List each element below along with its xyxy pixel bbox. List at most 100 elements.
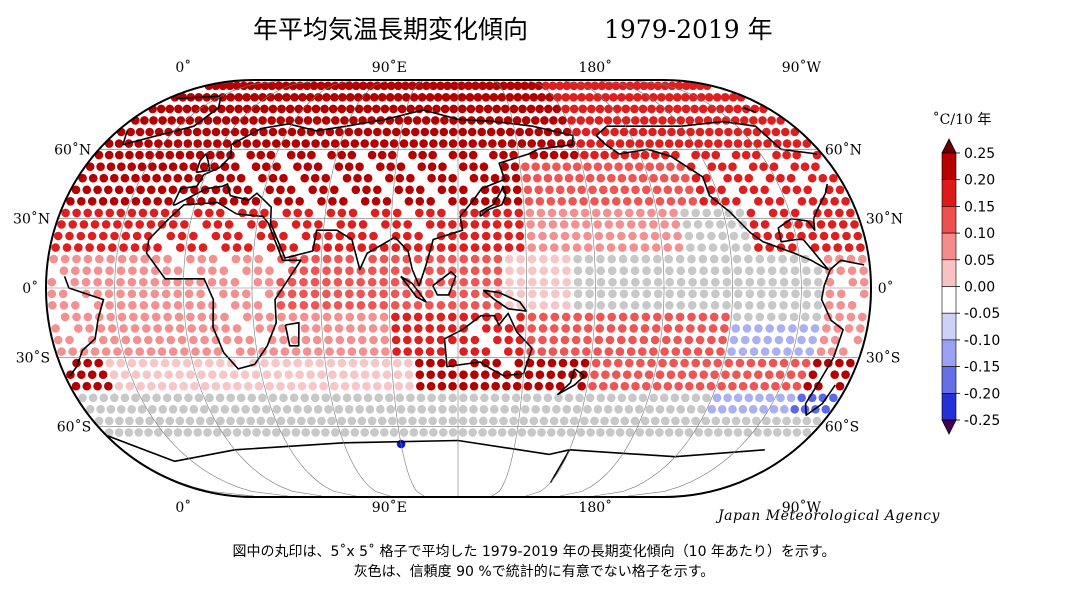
grid-dot [236, 393, 246, 403]
grid-dot [93, 381, 102, 391]
grid-dot [805, 347, 815, 356]
grid-dot [380, 428, 389, 437]
grid-dot [685, 381, 694, 391]
grid-dot [790, 266, 800, 276]
grid-dot [324, 335, 333, 345]
grid-dot [599, 381, 608, 391]
grid-dot [698, 104, 708, 114]
grid-dot [290, 335, 300, 345]
grid-dot [642, 266, 651, 276]
grid-dot [728, 381, 737, 391]
latitude-label-right: 60˚S [825, 419, 859, 436]
grid-dot [437, 185, 447, 195]
grid-dot [158, 116, 167, 125]
grid-dot [631, 381, 640, 391]
grid-dot [521, 116, 531, 125]
grid-dot [448, 393, 458, 403]
meridian-line [320, 80, 391, 497]
grid-dot [448, 220, 457, 229]
grid-dot [581, 127, 591, 137]
grid-dot [253, 266, 263, 276]
grid-dot [139, 289, 148, 299]
grid-dot [604, 81, 614, 91]
grid-dot [554, 393, 563, 403]
grid-dot [155, 335, 164, 345]
grid-dot [641, 254, 651, 264]
grid-dot [336, 347, 346, 356]
grid-dot [312, 335, 322, 345]
grid-dot [57, 220, 66, 229]
grid-dot [807, 173, 817, 183]
grid-dot [368, 312, 377, 322]
grid-dot [550, 324, 559, 333]
grid-dot [173, 301, 183, 310]
grid-dot [271, 358, 280, 368]
grid-dot [222, 381, 231, 391]
grid-dot [695, 335, 705, 345]
grid-dot [356, 277, 366, 287]
grid-dot [196, 277, 205, 287]
grid-dot [691, 173, 701, 183]
grid-dot [281, 139, 291, 148]
grid-dot [630, 416, 640, 426]
grid-dot [503, 208, 512, 218]
grid-dot [370, 428, 379, 437]
grid-dot [660, 81, 670, 91]
grid-dot [528, 289, 537, 299]
grid-dot [570, 150, 579, 160]
grid-dot [641, 312, 651, 322]
grid-dot [146, 347, 156, 356]
grid-dot [628, 173, 637, 183]
grid-dot [727, 220, 736, 229]
grid-dot [392, 208, 402, 218]
grid-dot [595, 243, 604, 252]
grid-dot [213, 139, 222, 148]
grid-dot [266, 150, 276, 160]
grid-dot [93, 185, 102, 195]
grid-dot [220, 405, 230, 414]
grid-dot [792, 185, 802, 195]
grid-dot [368, 243, 378, 252]
grid-dot [65, 231, 74, 241]
grid-dot [842, 231, 851, 241]
longitude-label-top: 180˚ [578, 59, 612, 76]
grid-dot [369, 231, 378, 241]
grid-dot [402, 301, 411, 310]
grid-dot [165, 416, 175, 426]
grid-dot [673, 93, 682, 102]
grid-dot [733, 428, 743, 437]
grid-dot [411, 127, 420, 137]
grid-dot [560, 335, 570, 345]
grid-dot [426, 208, 435, 218]
grid-dot [708, 324, 718, 333]
grid-dot [448, 185, 457, 195]
grid-dot [687, 254, 696, 264]
grid-dot [354, 127, 363, 137]
grid-dot [425, 93, 435, 102]
grid-dot [279, 231, 288, 241]
grid-dot [425, 220, 435, 229]
grid-dot [163, 428, 173, 437]
grid-dot [803, 185, 812, 195]
latitude-label-left: 30˚N [13, 211, 50, 228]
grid-dot [585, 289, 594, 299]
grid-dot [856, 243, 865, 252]
grid-dot [236, 173, 246, 183]
grid-dot [458, 162, 468, 171]
grid-dot [135, 416, 144, 426]
grid-dot [85, 324, 94, 333]
grid-dot [650, 416, 660, 426]
grid-dot [124, 428, 134, 437]
grid-dot [132, 335, 142, 345]
grid-dot [137, 405, 147, 414]
grid-dot [585, 301, 594, 310]
grid-dot [438, 416, 448, 426]
grid-dot [792, 150, 801, 160]
grid-dot [222, 335, 232, 345]
grid-dot [265, 266, 274, 276]
grid-dot [71, 266, 80, 276]
legend-swatch [941, 179, 957, 207]
grid-dot [230, 289, 240, 299]
grid-dot [426, 370, 436, 380]
grid-dot [812, 312, 821, 322]
